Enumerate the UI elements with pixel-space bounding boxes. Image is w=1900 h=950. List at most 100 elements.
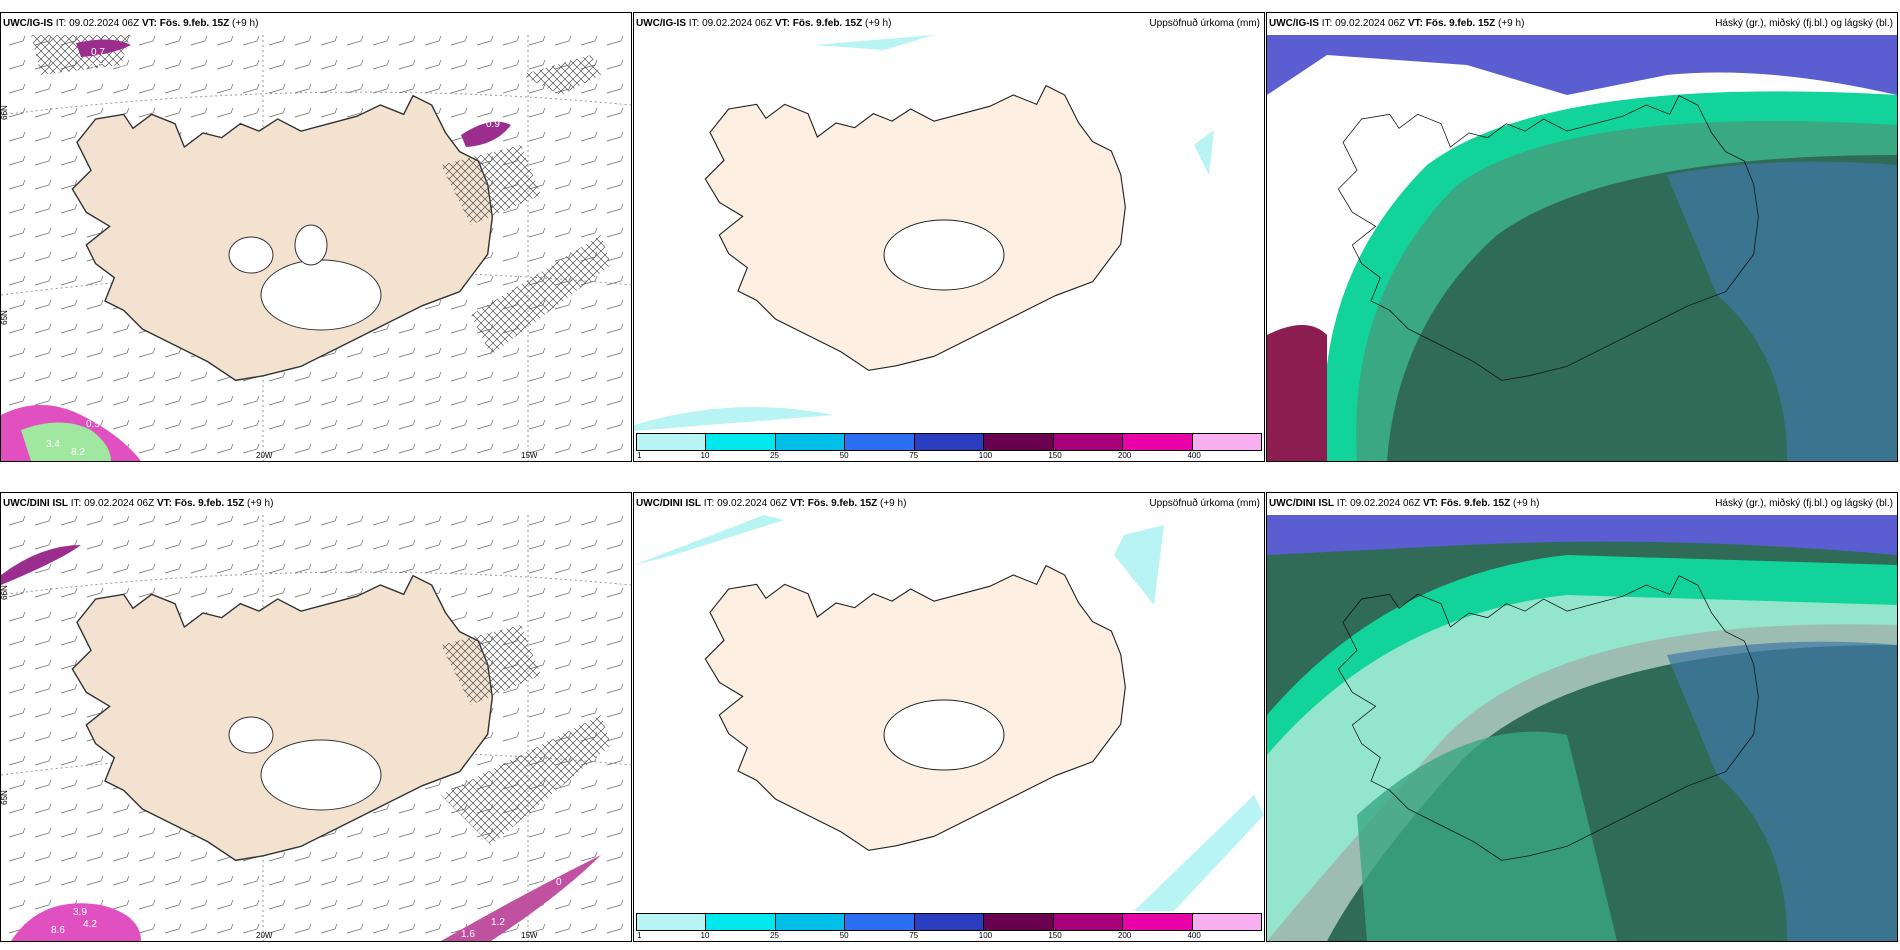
- lon-label: 20W: [256, 931, 273, 940]
- precip-panel-top: UWC/IG-IS IT: 09.02.2024 06Z VT: Fös. 9.…: [633, 12, 1265, 462]
- value-label: 8.6: [51, 925, 65, 936]
- glacier: [294, 224, 328, 266]
- colorbar: [636, 433, 1262, 451]
- glacier: [228, 716, 274, 754]
- colorbar-tick: 400: [1187, 931, 1201, 940]
- precip-map: [634, 515, 1264, 911]
- colorbar-tick: 100: [978, 451, 993, 460]
- vt-label: VT:: [774, 18, 790, 29]
- colorbar-tick: 50: [839, 451, 849, 460]
- init-time: IT: 09.02.2024 06Z: [703, 498, 788, 509]
- wind-map: 0.7 0.5 0.3 0.9 0.5 3.4 8.2: [1, 35, 631, 461]
- colorbar-tick: 50: [839, 931, 849, 940]
- precip-blob: [76, 39, 131, 57]
- value-label: 3.9: [73, 907, 87, 918]
- colorbar-cell: [706, 914, 776, 930]
- colorbar-tick: 400: [1187, 451, 1201, 460]
- colorbar-ticks: 1 10 25 50 75 100 150 200 400: [636, 451, 1262, 461]
- precip-area: [634, 515, 784, 565]
- init-time: IT: 09.02.2024 06Z: [70, 498, 155, 509]
- precip-area: [634, 407, 834, 431]
- vt-label: VT:: [156, 498, 172, 509]
- model-name: UWC/IG-IS: [636, 18, 686, 29]
- lon-label: 15W: [521, 451, 538, 460]
- precip-map: [634, 35, 1214, 431]
- value-label: 1.2: [491, 917, 505, 928]
- model-name: UWC/DINI ISL: [1269, 498, 1334, 509]
- colorbar-ticks: 1 10 25 50 75 100 150 200 400: [636, 931, 1262, 941]
- panel-header: UWC/DINI ISL IT: 09.02.2024 06Z VT: Fös.…: [3, 498, 273, 509]
- high-cloud-patch: [1267, 325, 1327, 461]
- init-time: IT: 09.02.2024 06Z: [688, 18, 773, 29]
- colorbar-cell: [845, 434, 915, 450]
- panel-header: UWC/DINI ISL IT: 09.02.2024 06Z VT: Fös.…: [1269, 498, 1539, 509]
- vt-label: VT:: [1422, 498, 1438, 509]
- value-label: 0: [556, 877, 562, 888]
- precip-blob: [11, 903, 141, 941]
- init-time: IT: 09.02.2024 06Z: [1321, 18, 1406, 29]
- colorbar-tick: 10: [700, 451, 710, 460]
- colorbar-cell: [914, 434, 985, 450]
- glacier: [883, 699, 1005, 771]
- colorbar-cell: [984, 914, 1054, 930]
- colorbar-cell: [984, 434, 1054, 450]
- wind-panel-top: UWC/IG-IS IT: 09.02.2024 06Z VT: Fös. 9.…: [0, 12, 632, 462]
- high-cloud: [1267, 515, 1897, 555]
- vt-label: VT:: [789, 498, 805, 509]
- colorbar-tick: 200: [1117, 451, 1132, 460]
- colorbar-cell: [1053, 914, 1124, 930]
- cloud-title: Háský (gr.), miðský (fj.bl.) og lágský (…: [1715, 18, 1893, 29]
- value-label: 4.2: [83, 919, 97, 930]
- valid-time: Fös. 9.feb. 15Z: [807, 498, 878, 509]
- colorbar-cell: [1123, 914, 1193, 930]
- glacier: [260, 259, 382, 331]
- lead-time: (+9 h): [1513, 498, 1540, 509]
- lead-time: (+9 h): [247, 498, 274, 509]
- valid-time: Fös. 9.feb. 15Z: [159, 18, 230, 29]
- glacier: [883, 219, 1005, 291]
- colorbar-cell: [775, 914, 846, 930]
- cloud-map: [1267, 35, 1897, 461]
- vt-label: VT:: [141, 18, 157, 29]
- lead-time: (+9 h): [880, 498, 907, 509]
- white-band: [1267, 595, 1897, 941]
- colorbar-cell: [1192, 914, 1261, 930]
- cloud-panel-top: UWC/IG-IS IT: 09.02.2024 06Z VT: Fös. 9.…: [1266, 12, 1898, 462]
- blue-cloud: [1667, 641, 1897, 941]
- value-label: 0.9: [486, 119, 500, 130]
- hatch-area: [441, 715, 611, 845]
- lon-label: 20W: [256, 451, 273, 460]
- colorbar-tick: 25: [770, 451, 780, 460]
- precip-area: [814, 35, 934, 50]
- hatch-area: [441, 145, 541, 225]
- hatch-area: [471, 235, 611, 355]
- precip-area: [1194, 130, 1214, 175]
- lat-label: 65N: [0, 790, 9, 805]
- wind-map: 3.9 8.6 4.2 1.6 1.2 0: [1, 515, 631, 941]
- precip-blob: [21, 422, 111, 461]
- colorbar-cell: [1192, 434, 1261, 450]
- precip-blob: [1, 545, 81, 585]
- colorbar: [636, 913, 1262, 931]
- colorbar-tick: 10: [700, 931, 710, 940]
- panel-header: UWC/IG-IS IT: 09.02.2024 06Z VT: Fös. 9.…: [3, 18, 258, 29]
- colorbar-cell: [845, 914, 915, 930]
- model-name: UWC/IG-IS: [3, 18, 53, 29]
- glacier: [260, 739, 382, 811]
- lat-label: 66N: [0, 585, 9, 600]
- model-name: UWC/DINI ISL: [636, 498, 701, 509]
- precip-blob: [461, 121, 511, 147]
- cloud-map: [1267, 515, 1897, 941]
- lead-time: (+9 h): [865, 18, 892, 29]
- colorbar-cell: [706, 434, 776, 450]
- value-label: 3.4: [46, 439, 60, 450]
- cloud-panel-bottom: UWC/DINI ISL IT: 09.02.2024 06Z VT: Fös.…: [1266, 492, 1898, 942]
- colorbar-cell: [637, 434, 707, 450]
- colorbar-tick: 25: [770, 931, 780, 940]
- model-name: UWC/IG-IS: [1269, 18, 1319, 29]
- colorbar-tick: 150: [1048, 451, 1062, 460]
- valid-time: Fös. 9.feb. 15Z: [1440, 498, 1511, 509]
- lon-label: 15W: [521, 931, 538, 940]
- blue-cloud: [1667, 161, 1897, 461]
- precip-panel-bottom: UWC/DINI ISL IT: 09.02.2024 06Z VT: Fös.…: [633, 492, 1265, 942]
